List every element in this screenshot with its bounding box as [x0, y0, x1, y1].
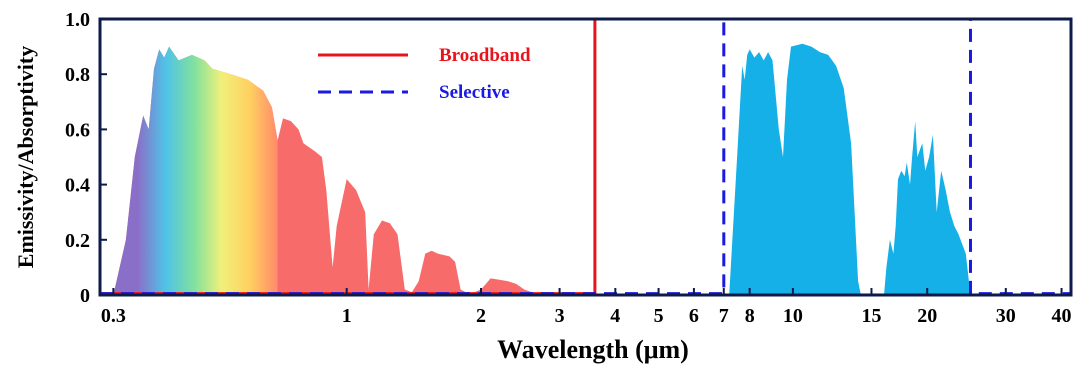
- x-tick-label: 5: [654, 305, 664, 327]
- legend-label-selective: Selective: [439, 82, 510, 103]
- x-tick-label: 8: [745, 305, 755, 327]
- x-tick-label: 40: [1052, 305, 1072, 327]
- y-tick-label: 0: [80, 285, 90, 307]
- visible-spectrum-fill: [113, 46, 278, 295]
- x-tick-label: 1: [342, 305, 352, 327]
- plot-frame: [98, 17, 1073, 297]
- x-tick-label: 10: [783, 305, 803, 327]
- atmospheric-window-fill-secondary: [884, 121, 971, 295]
- legend-label-broadband: Broadband: [439, 45, 531, 66]
- x-tick-label: 2: [476, 305, 486, 327]
- y-tick-label: 0.4: [65, 175, 90, 197]
- axis-ticks: 0.3 1 2 3 4 5 6 7 8 10 15 20 30 40 0 0.2 0.4 0.6 0.8 1.0: [65, 9, 1072, 327]
- x-tick-label: 6: [689, 305, 699, 327]
- x-tick-label: 4: [610, 305, 620, 327]
- y-tick-label: 0.2: [65, 230, 90, 252]
- legend: Broadband Selective: [318, 45, 531, 103]
- y-axis-title: Emissivity/Absorptivity: [13, 46, 38, 268]
- y-tick-label: 0.8: [65, 64, 90, 86]
- x-tick-label: 15: [862, 305, 882, 327]
- y-tick-label: 1.0: [65, 9, 90, 31]
- x-tick-label: 3: [555, 305, 565, 327]
- solar-spectrum-area: [113, 46, 595, 295]
- x-axis-title: Wavelength (μm): [497, 335, 689, 364]
- x-tick-label: 20: [917, 305, 937, 327]
- y-tick-label: 0.6: [65, 119, 90, 141]
- atmospheric-window-fill-main: [729, 43, 861, 295]
- x-tick-label: 7: [719, 305, 729, 327]
- x-tick-label: 0.3: [101, 305, 126, 327]
- atmospheric-window-area: [729, 43, 971, 295]
- x-tick-label: 30: [996, 305, 1016, 327]
